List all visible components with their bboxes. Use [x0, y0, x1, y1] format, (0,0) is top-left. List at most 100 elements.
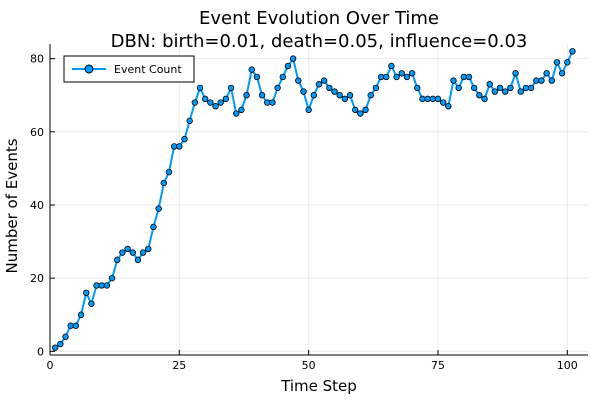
- data-point: [62, 333, 69, 340]
- y-axis-label: Number of Events: [3, 138, 21, 273]
- data-point: [491, 88, 499, 95]
- x-tick-label: 75: [431, 359, 445, 372]
- data-point: [77, 311, 85, 318]
- data-point: [51, 344, 59, 351]
- data-point: [326, 84, 333, 92]
- data-point: [155, 205, 162, 212]
- data-point: [233, 110, 240, 117]
- data-point: [217, 99, 224, 106]
- data-point: [377, 73, 385, 81]
- data-point: [367, 92, 374, 99]
- data-point: [383, 73, 390, 81]
- data-point: [336, 92, 343, 99]
- data-point: [103, 282, 111, 289]
- data-point: [264, 99, 271, 106]
- data-point: [445, 102, 452, 110]
- data-point: [507, 84, 514, 92]
- data-point: [258, 92, 266, 99]
- data-point: [548, 77, 555, 84]
- grid: [49, 44, 588, 355]
- data-point: [502, 88, 509, 95]
- data-point: [295, 77, 302, 84]
- data-point: [253, 73, 261, 81]
- x-tick-label: 100: [557, 359, 578, 372]
- chart-title: Event Evolution Over Time: [199, 8, 439, 29]
- data-point: [145, 245, 152, 253]
- data-point: [93, 282, 100, 289]
- data-point: [393, 73, 400, 81]
- data-point: [408, 70, 416, 77]
- x-tick-label: 0: [47, 359, 54, 372]
- data-point: [481, 95, 488, 103]
- data-point: [352, 106, 359, 114]
- data-point: [176, 143, 183, 150]
- data-point: [139, 249, 147, 256]
- data-point: [108, 274, 116, 282]
- data-point: [186, 117, 193, 125]
- data-point: [403, 73, 411, 81]
- data-point: [455, 84, 462, 92]
- data-point: [398, 70, 405, 77]
- y-tick-label: 40: [30, 199, 44, 212]
- data-point: [470, 84, 478, 92]
- x-tick-label: 50: [302, 359, 316, 372]
- x-tick-label: 25: [172, 359, 186, 372]
- y-tick-label: 0: [37, 345, 44, 358]
- data-point: [238, 106, 245, 114]
- data-point: [274, 84, 281, 92]
- data-point: [98, 282, 105, 289]
- data-point: [222, 95, 230, 103]
- legend-marker-swatch: [84, 64, 94, 74]
- data-point: [201, 95, 209, 103]
- data-point: [439, 99, 447, 106]
- data-point: [279, 73, 286, 81]
- data-point: [553, 59, 561, 66]
- data-point: [543, 70, 550, 77]
- data-point: [496, 84, 504, 92]
- legend-entry-event-count: Event Count: [114, 63, 182, 76]
- y-tick-label: 80: [30, 53, 44, 66]
- data-point: [331, 88, 338, 95]
- data-point: [362, 106, 369, 114]
- data-point: [248, 66, 255, 73]
- data-point: [527, 84, 535, 92]
- data-point: [564, 59, 571, 66]
- axes: [49, 44, 588, 356]
- data-point: [243, 92, 250, 99]
- chart-subtitle: DBN: birth=0.01, death=0.05, influence=0…: [111, 31, 528, 52]
- data-point: [522, 84, 530, 92]
- data-point: [388, 62, 395, 70]
- data-point: [88, 300, 95, 307]
- data-point: [150, 223, 157, 231]
- data-point: [320, 77, 328, 84]
- plot-area: [51, 48, 576, 351]
- data-point: [558, 70, 566, 77]
- data-point: [124, 245, 131, 253]
- data-point: [300, 88, 307, 95]
- data-point: [170, 143, 178, 150]
- data-point: [284, 62, 292, 70]
- data-point: [196, 84, 204, 92]
- data-point: [419, 95, 426, 103]
- data-point: [57, 340, 64, 348]
- data-point: [357, 110, 364, 117]
- data-point: [119, 249, 126, 256]
- data-point: [341, 95, 349, 103]
- data-point: [372, 84, 380, 92]
- data-point: [72, 322, 80, 329]
- data-point: [569, 48, 576, 55]
- data-point: [486, 81, 493, 88]
- data-point: [476, 92, 483, 99]
- data-point: [165, 168, 173, 176]
- data-point: [315, 81, 323, 88]
- data-point: [129, 249, 136, 256]
- data-point: [460, 73, 468, 81]
- data-point: [67, 322, 74, 329]
- tick-labels: 0 25 50 75 100 0 20 40 60 80: [30, 53, 578, 372]
- data-point: [465, 73, 473, 81]
- data-point: [305, 106, 312, 114]
- data-point: [134, 256, 142, 264]
- data-point: [533, 77, 540, 84]
- data-point: [212, 102, 219, 110]
